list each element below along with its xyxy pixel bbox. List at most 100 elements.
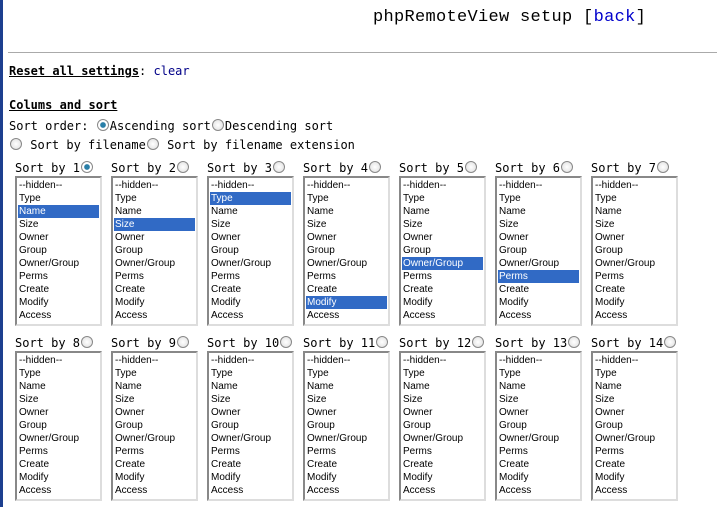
list-option[interactable]: Access — [499, 485, 532, 496]
list-option[interactable]: Perms — [211, 271, 240, 282]
list-option[interactable]: Perms — [115, 271, 144, 282]
list-option[interactable]: Name — [115, 381, 142, 392]
list-option[interactable]: Modify — [211, 472, 241, 483]
list-option[interactable]: Size — [19, 219, 39, 230]
list-option[interactable]: Type — [403, 193, 425, 204]
sort-radio[interactable] — [465, 161, 478, 173]
list-option[interactable]: Type — [211, 368, 233, 379]
list-option[interactable]: Size — [211, 394, 231, 405]
list-option[interactable]: Create — [307, 284, 338, 295]
list-option[interactable]: Owner — [307, 407, 337, 418]
list-option[interactable]: Group — [115, 245, 143, 256]
list-option[interactable]: Create — [403, 459, 434, 470]
list-option[interactable]: Owner/Group — [499, 258, 560, 269]
list-option[interactable]: Modify — [403, 472, 433, 483]
list-option[interactable]: --hidden-- — [115, 355, 159, 366]
list-option[interactable]: --hidden-- — [19, 355, 63, 366]
list-option[interactable]: Modify — [403, 297, 433, 308]
sort-listbox[interactable]: --hidden-- Type Name Size Owner Group Owner/Gr… — [399, 176, 486, 326]
list-option[interactable]: Name — [499, 381, 526, 392]
list-option[interactable]: Size — [499, 219, 519, 230]
back-link[interactable]: back — [593, 8, 636, 27]
list-option[interactable]: --hidden-- — [403, 180, 447, 191]
sort-radio[interactable] — [376, 336, 389, 348]
sort-radio[interactable] — [664, 336, 677, 348]
list-option[interactable]: Owner — [307, 232, 337, 243]
list-option[interactable]: Modify — [115, 472, 145, 483]
list-option[interactable]: Name — [115, 206, 142, 217]
list-option[interactable]: Type — [499, 193, 521, 204]
sort-listbox[interactable]: --hidden-- Type Name Size Owner Group Owner/Gr… — [111, 176, 198, 326]
list-option[interactable]: Name — [19, 381, 46, 392]
list-option[interactable]: Create — [115, 459, 146, 470]
list-option[interactable]: Size — [307, 219, 327, 230]
sort-radio[interactable] — [472, 336, 485, 348]
list-option[interactable]: Perms — [307, 271, 336, 282]
list-option[interactable]: Owner/Group — [115, 433, 176, 444]
list-option[interactable]: --hidden-- — [499, 355, 543, 366]
list-option[interactable]: Access — [211, 485, 244, 496]
list-option[interactable]: Access — [211, 310, 244, 321]
list-option[interactable]: Size — [403, 394, 423, 405]
list-option[interactable]: Group — [307, 245, 335, 256]
sort-radio[interactable] — [273, 161, 286, 173]
list-option[interactable]: Perms — [403, 271, 432, 282]
sort-radio[interactable] — [177, 336, 190, 348]
list-option[interactable]: Create — [19, 459, 50, 470]
list-option[interactable]: Access — [595, 310, 628, 321]
sort-listbox[interactable]: --hidden-- Type Name Size Owner Group Owner/Gr… — [15, 176, 102, 326]
list-option[interactable]: Group — [307, 420, 335, 431]
list-option[interactable]: Create — [595, 284, 626, 295]
list-option[interactable]: Access — [115, 485, 148, 496]
list-option[interactable]: Owner/Group — [403, 433, 464, 444]
list-option[interactable]: Access — [403, 310, 436, 321]
sort-by-extension-radio[interactable] — [146, 138, 159, 150]
list-option[interactable]: Owner/Group — [402, 257, 483, 270]
sort-listbox[interactable]: --hidden-- Type Name Size Owner Group Owner/Gr… — [495, 176, 582, 326]
list-option[interactable]: --hidden-- — [595, 355, 639, 366]
list-option[interactable]: Create — [211, 459, 242, 470]
list-option[interactable]: Name — [211, 206, 238, 217]
list-option[interactable]: Size — [403, 219, 423, 230]
list-option[interactable]: Create — [499, 284, 530, 295]
list-option[interactable]: Access — [499, 310, 532, 321]
sort-listbox[interactable]: --hidden-- Type Name Size Owner Group Owner/Gr… — [591, 176, 678, 326]
list-option[interactable]: Group — [403, 245, 431, 256]
list-option[interactable]: Owner — [19, 232, 49, 243]
list-option[interactable]: Owner/Group — [595, 258, 656, 269]
list-option[interactable]: Name — [307, 206, 334, 217]
list-option[interactable]: Create — [115, 284, 146, 295]
sort-listbox[interactable]: --hidden-- Type Name Size Owner Group Owner/Gr… — [303, 176, 390, 326]
list-option[interactable]: Modify — [499, 472, 529, 483]
list-option[interactable]: --hidden-- — [307, 355, 351, 366]
list-option[interactable]: Access — [595, 485, 628, 496]
list-option[interactable]: Size — [115, 394, 135, 405]
list-option[interactable]: Perms — [498, 270, 579, 283]
list-option[interactable]: Modify — [306, 296, 387, 309]
list-option[interactable]: Name — [403, 206, 430, 217]
sort-radio[interactable] — [81, 336, 94, 348]
list-option[interactable]: Group — [499, 245, 527, 256]
list-option[interactable]: Perms — [499, 446, 528, 457]
list-option[interactable]: Owner — [403, 232, 433, 243]
list-option[interactable]: --hidden-- — [307, 180, 351, 191]
ascending-radio[interactable] — [96, 119, 109, 131]
list-option[interactable]: --hidden-- — [211, 355, 255, 366]
list-option[interactable]: --hidden-- — [499, 180, 543, 191]
list-option[interactable]: Group — [499, 420, 527, 431]
list-option[interactable]: Type — [19, 193, 41, 204]
sort-radio[interactable] — [280, 336, 293, 348]
list-option[interactable]: Size — [595, 394, 615, 405]
list-option[interactable]: Group — [595, 420, 623, 431]
sort-listbox[interactable]: --hidden-- Type Name Size Owner Group Owner/Gr… — [495, 351, 582, 501]
list-option[interactable]: Type — [115, 193, 137, 204]
list-option[interactable]: Modify — [307, 472, 337, 483]
sort-listbox[interactable]: --hidden-- Type Name Size Owner Group Owner/Gr… — [111, 351, 198, 501]
list-option[interactable]: Access — [115, 310, 148, 321]
list-option[interactable]: --hidden-- — [403, 355, 447, 366]
list-option[interactable]: Create — [307, 459, 338, 470]
list-option[interactable]: Owner/Group — [499, 433, 560, 444]
list-option[interactable]: Perms — [403, 446, 432, 457]
list-option[interactable]: Owner — [595, 232, 625, 243]
list-option[interactable]: Create — [499, 459, 530, 470]
